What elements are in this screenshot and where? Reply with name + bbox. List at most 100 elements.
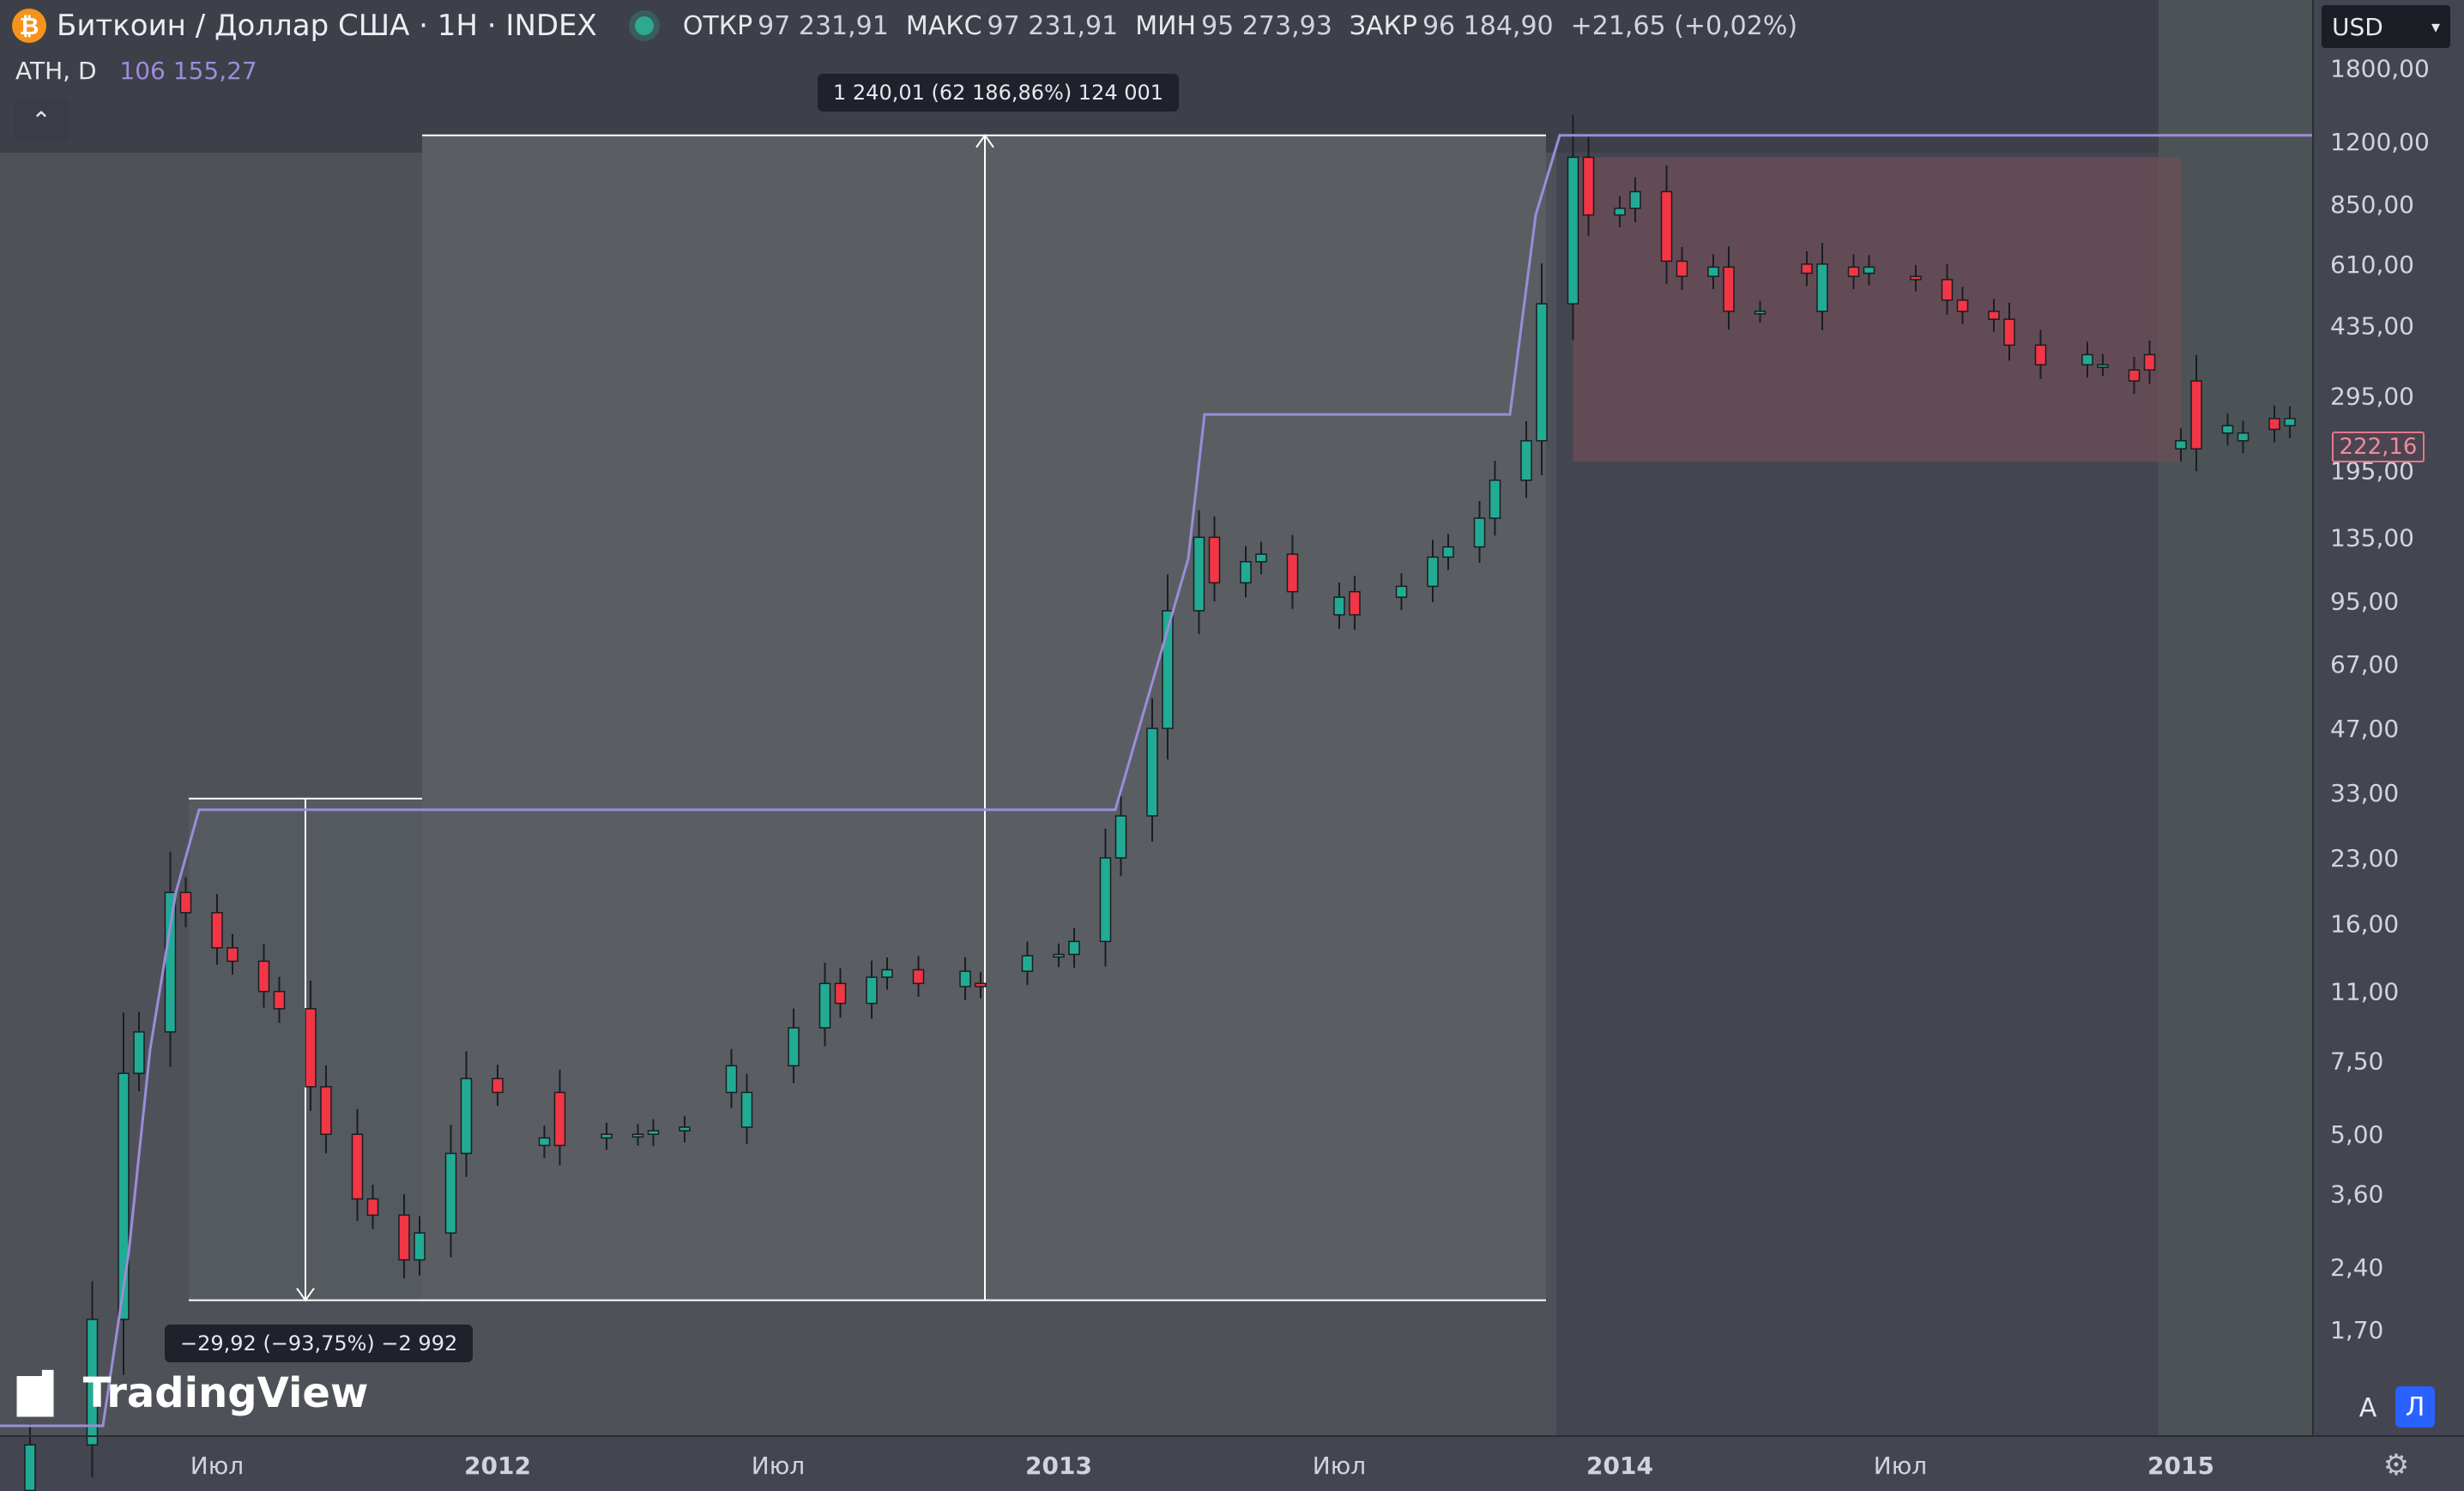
symbol-title[interactable]: Биткоин / Доллар США · 1Н · INDEX — [57, 9, 597, 43]
price-tick-label: 1,70 — [2330, 1316, 2383, 1344]
candle — [492, 1065, 504, 1107]
candle — [320, 1065, 332, 1154]
price-tick-label: 2,40 — [2330, 1253, 2383, 1282]
currency-select[interactable]: USD ▾ — [2322, 5, 2450, 48]
candle — [86, 1281, 99, 1478]
candle — [273, 976, 286, 1023]
candle — [834, 968, 847, 1018]
price-tick-label: 67,00 — [2330, 650, 2399, 679]
candle — [740, 1073, 753, 1144]
ath-indicator-legend[interactable]: ATH, D 106 155,27 — [15, 57, 257, 85]
candle — [2143, 340, 2156, 384]
candle — [2081, 341, 2093, 378]
candle — [1473, 501, 1486, 564]
settings-icon[interactable]: ⚙ — [2382, 1448, 2410, 1482]
candle — [460, 1051, 473, 1177]
candle — [959, 957, 971, 1000]
drop-arrow-head — [296, 1288, 315, 1302]
tradingview-logo[interactable]: ▇▍ TradingView — [17, 1369, 368, 1417]
candle — [788, 1008, 800, 1084]
candle — [414, 1216, 426, 1276]
candle — [305, 981, 317, 1111]
candle — [1395, 573, 1408, 611]
candle — [2284, 406, 2296, 438]
candle — [1707, 254, 1719, 289]
price-tick-label: 33,00 — [2330, 779, 2399, 807]
ohlc-low-value: 95 273,93 — [1201, 10, 1332, 41]
price-tick-label: 295,00 — [2330, 382, 2414, 410]
symbol-header: ₿ Биткоин / Доллар США · 1Н · INDEX ОТКР… — [12, 9, 1815, 43]
ath-line — [0, 134, 2313, 1428]
market-status-icon[interactable] — [634, 16, 654, 35]
candle — [1754, 300, 1766, 323]
ohlc-close-value: 96 184,90 — [1422, 10, 1554, 41]
candle — [1489, 461, 1501, 536]
candle — [1847, 254, 1860, 289]
candle — [351, 1108, 364, 1221]
candle — [679, 1115, 691, 1143]
candle — [1988, 299, 2000, 332]
price-tick-label: 3,60 — [2330, 1180, 2383, 1209]
candle — [2237, 420, 2250, 454]
ohlc-low-label: МИН — [1135, 10, 1197, 41]
candle — [179, 877, 192, 927]
ohlc-values: ОТКР 97 231,91 МАКС 97 231,91 МИН 95 273… — [683, 11, 1815, 41]
price-tick-label: 47,00 — [2330, 715, 2399, 743]
candle — [257, 943, 270, 1008]
currency-value: USD — [2332, 12, 2383, 41]
candle — [1629, 177, 1641, 223]
candle — [1114, 795, 1127, 877]
price-tick-label: 16,00 — [2330, 910, 2399, 939]
measure-tooltip-drop: −29,92 (−93,75%) −2 992 — [165, 1324, 474, 1362]
price-tick-label: 95,00 — [2330, 588, 2399, 616]
time-tick-label: 2014 — [1586, 1452, 1653, 1480]
candle — [1442, 534, 1454, 570]
candle — [1146, 698, 1158, 842]
candle — [2034, 329, 2047, 379]
candle — [366, 1184, 379, 1229]
right-session-shade — [2159, 0, 2313, 1436]
log-scale-button[interactable]: Л — [2395, 1386, 2435, 1428]
price-tick-label: 5,00 — [2330, 1120, 2383, 1149]
collapse-legend-button[interactable]: ⌃ — [14, 100, 69, 141]
candle — [1193, 510, 1205, 635]
candle — [2128, 356, 2141, 395]
candle — [1099, 828, 1112, 967]
chevron-down-icon: ▾ — [2431, 16, 2440, 37]
ohlc-high-value: 97 231,91 — [987, 10, 1119, 41]
candle — [1068, 927, 1080, 968]
candle — [1333, 583, 1345, 630]
candle — [1801, 251, 1813, 287]
candle — [1286, 534, 1299, 609]
candle — [975, 972, 987, 999]
candle — [1427, 540, 1439, 602]
price-change: +21,65 (+0,02%) — [1570, 10, 1798, 41]
candle — [1816, 242, 1828, 330]
tradingview-logo-icon: ▇▍ — [17, 1370, 73, 1416]
candle — [1582, 133, 1595, 236]
candle — [2268, 405, 2280, 443]
candle — [1567, 115, 1579, 341]
auto-scale-button[interactable]: A — [2358, 1392, 2377, 1423]
tradingview-logo-text: TradingView — [82, 1369, 369, 1417]
candle — [2190, 354, 2202, 472]
ohlc-open-value: 97 231,91 — [758, 10, 889, 41]
price-tick-label: 435,00 — [2330, 311, 2414, 340]
candle — [1053, 943, 1065, 968]
candle — [1614, 196, 1626, 227]
candle — [1536, 263, 1548, 476]
candle — [1208, 516, 1221, 602]
rise-arrow-head — [975, 134, 994, 148]
price-tick-label: 610,00 — [2330, 251, 2414, 279]
ohlc-open-label: ОТКР — [682, 10, 753, 41]
time-tick-label: Июл — [190, 1452, 244, 1480]
ohlc-high-label: МАКС — [905, 10, 982, 41]
candle — [912, 956, 925, 997]
candle — [601, 1122, 613, 1150]
measure-tooltip-rise: 1 240,01 (62 186,86%) 124 001 — [818, 73, 1180, 112]
price-tick-label: 135,00 — [2330, 523, 2414, 552]
candle — [2003, 302, 2015, 361]
candle — [818, 963, 831, 1047]
time-tick-label: Июл — [752, 1452, 805, 1480]
